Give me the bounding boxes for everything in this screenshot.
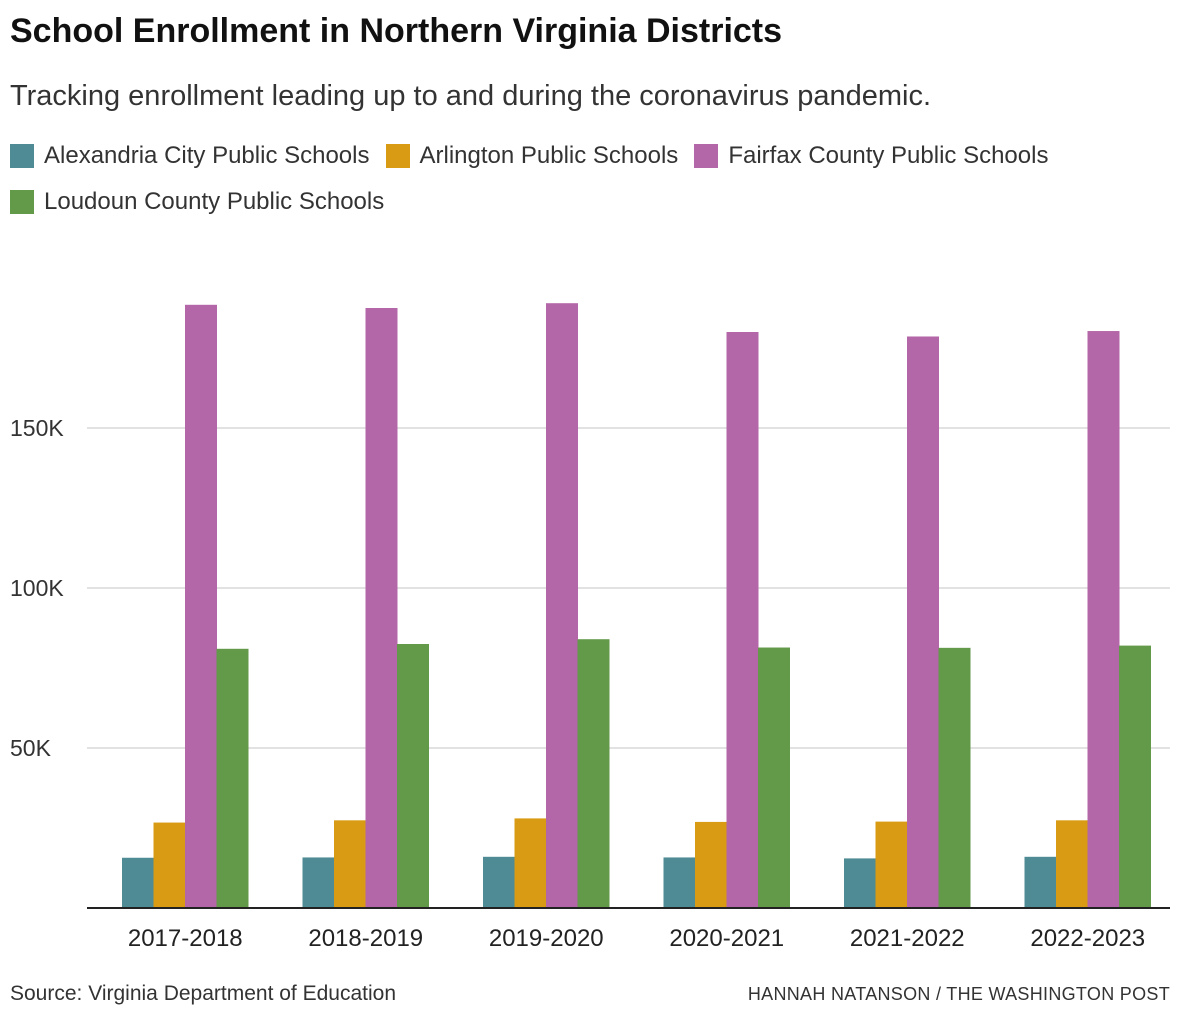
legend-label-fairfax: Fairfax County Public Schools <box>728 142 1049 169</box>
legend-swatch-loudoun <box>10 190 34 214</box>
bar-arlington-2022-2023 <box>1056 820 1088 908</box>
bar-alexandria-2017-2018 <box>122 857 154 908</box>
legend-item-arlington: Arlington Public Schools <box>385 140 679 172</box>
x-tick-label-2: 2019-2020 <box>489 925 604 952</box>
bar-loudoun-2017-2018 <box>216 648 249 908</box>
chart-title: School Enrollment in Northern Virginia D… <box>10 12 783 50</box>
bar-arlington-2021-2022 <box>875 821 908 908</box>
bar-fairfax-2021-2022 <box>907 336 939 909</box>
x-tick-label-4: 2021-2022 <box>850 925 965 952</box>
legend-swatch-fairfax <box>694 144 719 168</box>
bar-arlington-2020-2021 <box>695 821 727 908</box>
credit-line: HANNAH NATANSON / THE WASHINGTON POST <box>747 984 1170 1004</box>
bar-alexandria-2019-2020 <box>483 856 515 908</box>
bar-fairfax-2022-2023 <box>1087 331 1120 908</box>
y-tick-label-2: 150K <box>10 415 64 441</box>
legend-label-arlington: Arlington Public Schools <box>419 142 679 169</box>
bar-arlington-2019-2020 <box>514 818 547 908</box>
legend-item-alexandria: Alexandria City Public Schools <box>10 140 370 172</box>
bar-fairfax-2020-2021 <box>726 332 759 908</box>
bar-fairfax-2018-2019 <box>365 308 398 908</box>
legend-label-loudoun: Loudoun County Public Schools <box>44 188 385 215</box>
bar-alexandria-2022-2023 <box>1024 856 1057 908</box>
bar-arlington-2017-2018 <box>153 822 186 908</box>
y-tick-label-1: 100K <box>10 575 64 601</box>
bar-fairfax-2019-2020 <box>546 303 578 908</box>
bar-alexandria-2021-2022 <box>844 858 876 908</box>
legend-label-alexandria: Alexandria City Public Schools <box>44 142 370 169</box>
bar-alexandria-2020-2021 <box>663 857 696 908</box>
x-tick-label-5: 2022-2023 <box>1030 925 1145 952</box>
bar-fairfax-2017-2018 <box>185 304 217 908</box>
legend-item-loudoun: Loudoun County Public Schools <box>10 186 384 218</box>
bar-arlington-2018-2019 <box>334 820 366 908</box>
legend-swatch-arlington <box>385 144 410 168</box>
bar-loudoun-2022-2023 <box>1119 645 1151 908</box>
x-tick-label-0: 2017-2018 <box>128 925 243 952</box>
bar-loudoun-2021-2022 <box>938 647 971 908</box>
chart-subtitle: Tracking enrollment leading up to and du… <box>10 80 932 112</box>
y-tick-label-0: 50K <box>10 735 52 761</box>
legend-swatch-alexandria <box>10 144 34 168</box>
bar-loudoun-2019-2020 <box>577 639 610 908</box>
bar-alexandria-2018-2019 <box>302 857 335 908</box>
x-tick-label-3: 2020-2021 <box>669 925 784 952</box>
x-tick-label-1: 2018-2019 <box>308 925 423 952</box>
legend: Alexandria City Public Schools Arlington… <box>10 140 1170 218</box>
bar-loudoun-2020-2021 <box>758 647 790 908</box>
source-note: Source: Virginia Department of Education <box>10 982 396 1005</box>
bar-loudoun-2018-2019 <box>397 644 429 908</box>
legend-item-fairfax: Fairfax County Public Schools <box>694 140 1048 172</box>
